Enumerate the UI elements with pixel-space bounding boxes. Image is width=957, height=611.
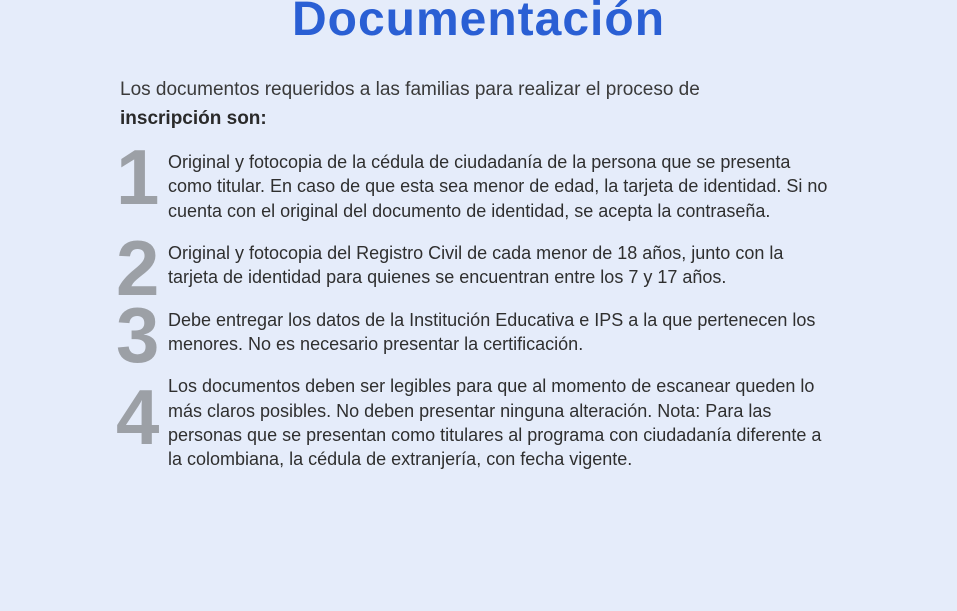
list-item: 1 Original y fotocopia de la cédula de c… [120,150,837,223]
intro-paragraph: Los documentos requeridos a las familias… [120,77,837,132]
item-text: Original y fotocopia del Registro Civil … [168,241,837,290]
list-item: 3 Debe entregar los datos de la Instituc… [120,308,837,357]
page-title: Documentación [120,0,837,47]
intro-text: Los documentos requeridos a las familias… [120,79,700,100]
item-text: Debe entregar los datos de la Institució… [168,308,837,357]
items-list: 1 Original y fotocopia de la cédula de c… [120,150,837,489]
intro-bold-text: inscripción son: [120,106,837,133]
item-text: Original y fotocopia de la cédula de ciu… [168,150,837,223]
item-text: Los documentos deben ser legibles para q… [168,374,837,471]
document-container: Documentación Los documentos requeridos … [0,0,957,489]
list-item: 2 Original y fotocopia del Registro Civi… [120,241,837,290]
item-number: 1 [116,144,155,210]
item-number: 4 [116,384,155,450]
list-item: 4 Los documentos deben ser legibles para… [120,374,837,471]
item-number: 3 [116,302,155,368]
